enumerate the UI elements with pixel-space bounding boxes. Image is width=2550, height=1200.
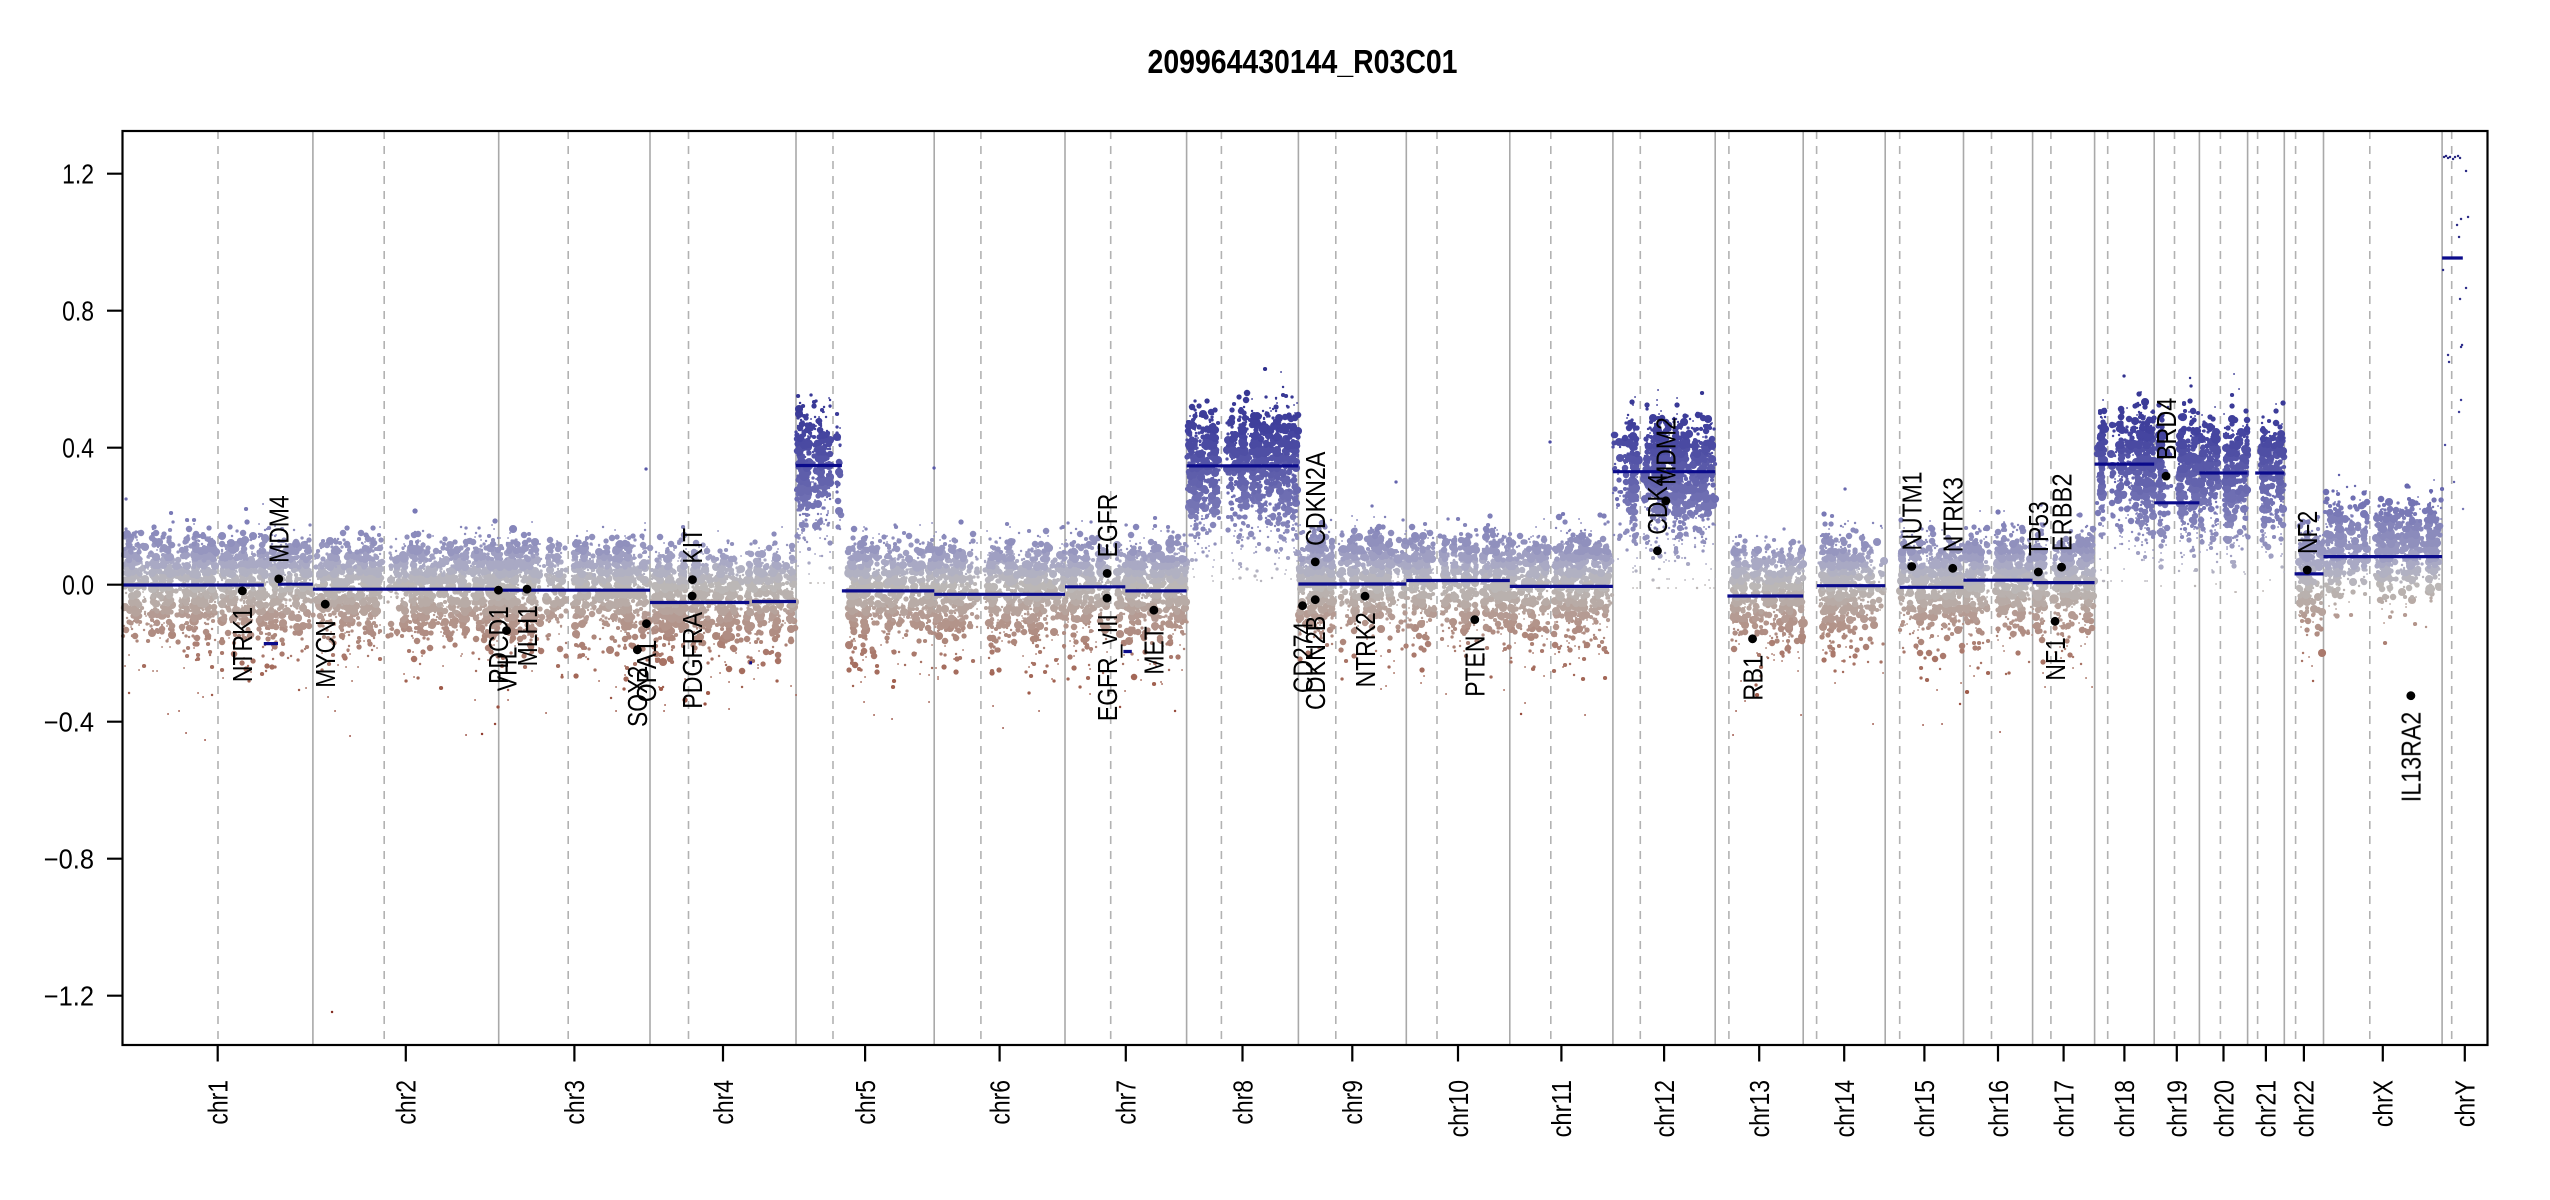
svg-text:chr6: chr6: [984, 1080, 1015, 1125]
svg-text:chr12: chr12: [1649, 1080, 1680, 1137]
svg-text:chr15: chr15: [1909, 1080, 1940, 1137]
svg-text:PTEN: PTEN: [1460, 636, 1491, 697]
svg-text:chr1: chr1: [203, 1080, 234, 1125]
svg-text:chrY: chrY: [2450, 1080, 2481, 1127]
svg-text:chr13: chr13: [1744, 1080, 1775, 1137]
svg-text:chrX: chrX: [2368, 1080, 2399, 1127]
svg-text:PDCD1: PDCD1: [483, 606, 514, 684]
svg-text:chr17: chr17: [2048, 1080, 2079, 1137]
svg-text:EGFR_vIII: EGFR_vIII: [1092, 614, 1123, 721]
svg-text:MYCN: MYCN: [310, 620, 341, 688]
svg-text:CDK4: CDK4: [1642, 474, 1673, 535]
svg-text:MDM2: MDM2: [1651, 417, 1682, 485]
svg-text:MDM4: MDM4: [264, 495, 295, 563]
svg-text:chr19: chr19: [2162, 1080, 2193, 1137]
svg-text:0.0: 0.0: [62, 570, 94, 601]
svg-text:chr20: chr20: [2208, 1080, 2239, 1137]
svg-text:NUTM1: NUTM1: [1897, 472, 1928, 551]
svg-text:TP53: TP53: [2023, 501, 2054, 556]
svg-text:NF2: NF2: [2292, 511, 2323, 554]
svg-text:chr16: chr16: [1983, 1080, 2014, 1137]
svg-text:CDKN2B: CDKN2B: [1300, 616, 1331, 710]
svg-text:RB1: RB1: [1737, 655, 1768, 701]
svg-text:VHL: VHL: [491, 647, 522, 692]
svg-text:chr14: chr14: [1829, 1080, 1860, 1137]
svg-text:IL13RA2: IL13RA2: [2396, 712, 2427, 803]
svg-text:MLH1: MLH1: [512, 605, 543, 666]
svg-text:NTRK3: NTRK3: [1938, 477, 1969, 552]
svg-text:chr9: chr9: [1337, 1080, 1368, 1125]
svg-text:−1.2: −1.2: [44, 981, 94, 1012]
svg-text:chr10: chr10: [1443, 1080, 1474, 1137]
svg-text:CDKN2A: CDKN2A: [1300, 451, 1331, 546]
svg-text:EGFR: EGFR: [1092, 494, 1123, 558]
svg-text:chr21: chr21: [2251, 1080, 2282, 1137]
svg-text:chr22: chr22: [2289, 1080, 2320, 1137]
svg-text:chr2: chr2: [391, 1080, 422, 1125]
svg-text:chr3: chr3: [559, 1080, 590, 1125]
svg-text:chr7: chr7: [1111, 1080, 1142, 1125]
svg-text:chr5: chr5: [850, 1080, 881, 1125]
svg-text:209964430144_R03C01: 209964430144_R03C01: [1148, 43, 1458, 80]
svg-text:CD274: CD274: [1287, 622, 1318, 693]
svg-text:MET: MET: [1139, 626, 1170, 675]
svg-text:chr8: chr8: [1227, 1080, 1258, 1125]
svg-text:1.2: 1.2: [62, 159, 94, 190]
svg-text:NTRK1: NTRK1: [227, 607, 258, 682]
svg-text:NF1: NF1: [2040, 637, 2071, 680]
svg-text:BRD4: BRD4: [2151, 398, 2182, 460]
svg-text:OPA1: OPA1: [631, 640, 662, 702]
svg-text:−0.8: −0.8: [44, 844, 94, 875]
svg-text:0.4: 0.4: [62, 433, 94, 464]
svg-text:KIT: KIT: [677, 528, 708, 564]
svg-text:chr11: chr11: [1546, 1080, 1577, 1137]
svg-text:ERBB2: ERBB2: [2046, 474, 2077, 552]
svg-text:SOX2: SOX2: [622, 666, 653, 727]
svg-text:NTRK2: NTRK2: [1350, 612, 1381, 687]
svg-text:0.8: 0.8: [62, 296, 94, 327]
svg-text:PDGFRA: PDGFRA: [677, 611, 708, 708]
svg-text:−0.4: −0.4: [44, 707, 94, 738]
svg-text:chr4: chr4: [708, 1080, 739, 1125]
svg-text:chr18: chr18: [2109, 1080, 2140, 1137]
